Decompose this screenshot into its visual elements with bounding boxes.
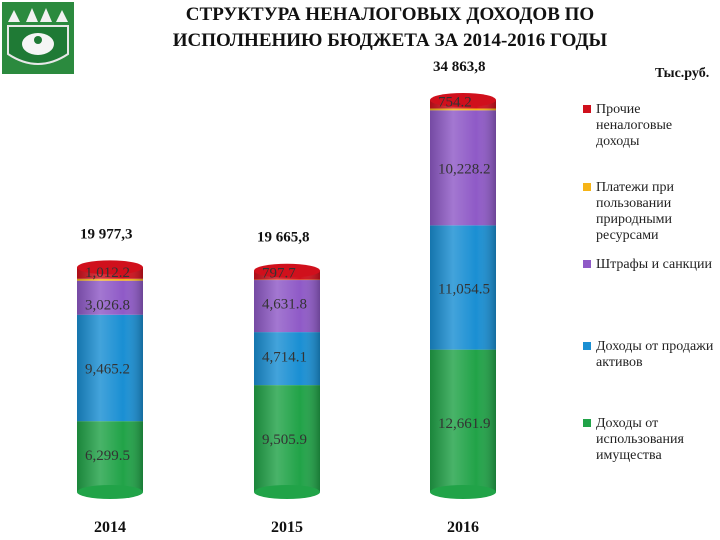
- bar-base-2016: [430, 485, 496, 499]
- total-label-2015: 19 665,8: [257, 230, 310, 246]
- legend-item-1: Платежи при пользовании природными ресур…: [583, 180, 718, 244]
- data-label-2016-1: 11,054.5: [438, 282, 490, 298]
- data-label-2014-2: 3,026.8: [85, 298, 130, 314]
- bars-layer: [77, 93, 496, 499]
- legend-swatch-1: [583, 183, 591, 191]
- bar-cap-2015: [254, 263, 320, 278]
- bar-shading-2014: [77, 267, 143, 492]
- bar-base-2015: [254, 485, 320, 499]
- bar-cap-2014: [77, 260, 143, 275]
- total-label-2016: 34 863,8: [433, 59, 486, 75]
- data-label-2016-0: 12,661.9: [438, 416, 491, 432]
- legend-swatch-4: [583, 419, 591, 427]
- total-label-2014: 19 977,3: [80, 226, 133, 242]
- title-line-2: ИСПОЛНЕНИЮ БЮДЖЕТА ЗА 2014-2016 ГОДЫ: [172, 30, 608, 51]
- legend-label-3: Доходы от продажи активов: [596, 339, 714, 370]
- data-label-2016-2: 10,228.2: [438, 162, 491, 178]
- title-line-1: СТРУКТУРА НЕНАЛОГОВЫХ ДОХОДОВ ПО: [185, 4, 595, 25]
- legend-label-4: Доходы от использования имущества: [596, 416, 684, 463]
- legend-label-2: Штрафы и санкции: [596, 257, 712, 272]
- data-label-2015-1: 4,714.1: [262, 349, 307, 365]
- legend-swatch-3: [583, 342, 591, 350]
- data-label-2016-4: 754.2: [438, 94, 472, 110]
- category-label-2015: 2015: [271, 519, 303, 536]
- legend-item-2: Штрафы и санкции: [583, 257, 718, 273]
- category-label-2016: 2016: [447, 519, 479, 536]
- legend-label-1: Платежи при пользовании природными ресур…: [596, 180, 674, 243]
- data-label-2015-2: 4,631.8: [262, 297, 307, 313]
- data-label-2015-4: 797.7: [262, 266, 296, 282]
- coat-of-arms-logo: [2, 2, 74, 74]
- data-label-2015-0: 9,505.9: [262, 432, 307, 448]
- data-labels-layer: 6,299.5 9,465.2 3,026.8 1,012.2 19 977,3 2014…: [80, 59, 491, 536]
- legend-item-3: Доходы от продажи активов: [583, 339, 718, 371]
- data-label-2014-0: 6,299.5: [85, 448, 130, 464]
- bar-base-2014: [77, 485, 143, 499]
- legend-swatch-0: [583, 105, 591, 113]
- legend-item-0: Прочие неналоговые доходы: [583, 102, 718, 150]
- bar-cap-2016: [430, 93, 496, 107]
- bar-shading-2015: [254, 270, 320, 492]
- data-label-2014-4: 1,012.2: [85, 265, 130, 281]
- bar-shading-2016: [430, 100, 496, 492]
- unit-label: Тыс.руб.: [655, 66, 710, 81]
- data-label-2014-1: 9,465.2: [85, 361, 130, 377]
- legend-label-0: Прочие неналоговые доходы: [596, 102, 673, 149]
- chart-title: СТРУКТУРА НЕНАЛОГОВЫХ ДОХОДОВ ПО ИСПОЛНЕ…: [100, 2, 680, 54]
- legend-item-4: Доходы от использования имущества: [583, 416, 718, 464]
- legend-swatch-2: [583, 260, 591, 268]
- category-label-2014: 2014: [94, 519, 126, 536]
